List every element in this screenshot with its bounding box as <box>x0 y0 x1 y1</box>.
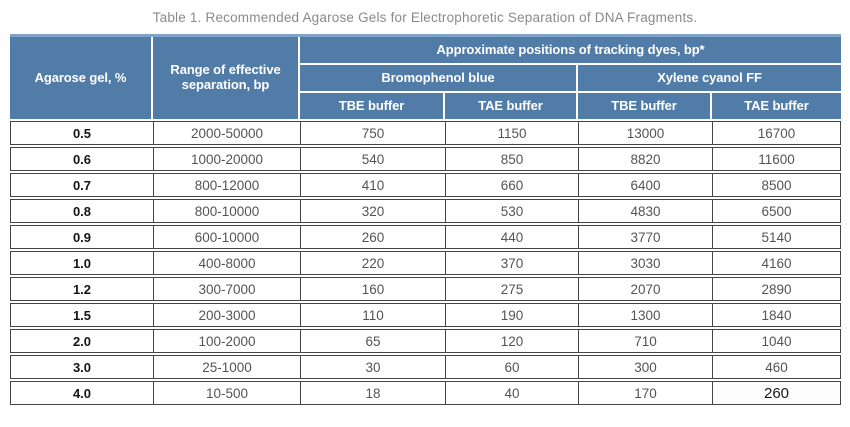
table-caption: Table 1. Recommended Agarose Gels for El… <box>152 10 698 25</box>
cell-value: 260 <box>712 382 840 404</box>
table-row: 4.0 10-500 18 40 170 260 <box>10 381 841 405</box>
cell-value: 4160 <box>712 252 840 274</box>
table-top-accent <box>10 34 841 37</box>
cell-value: 110 <box>300 304 445 326</box>
cell-value: 160 <box>300 278 445 300</box>
cell-value: 120 <box>445 330 578 352</box>
table-row: 0.6 1000-20000 540 850 8820 11600 <box>10 147 841 171</box>
cell-value: 16700 <box>712 122 840 144</box>
cell-value: 5140 <box>712 226 840 248</box>
cell-agarose-gel-percent: 4.0 <box>72 385 92 401</box>
cell-agarose-gel-percent: 3.0 <box>72 359 92 375</box>
header-xylene-tae-buffer: TAE buffer <box>712 93 841 119</box>
table-row: 0.5 2000-50000 750 1150 13000 16700 <box>10 121 841 145</box>
cell-value: 370 <box>445 252 578 274</box>
cell-value: 410 <box>300 174 445 196</box>
cell-value: 3030 <box>578 252 712 274</box>
cell-value: 1040 <box>712 330 840 352</box>
header-tracking-dyes-group: Approximate positions of tracking dyes, … <box>300 37 841 63</box>
cell-value: 850 <box>445 148 578 170</box>
cell-value: 320 <box>300 200 445 222</box>
cell-value: 190 <box>445 304 578 326</box>
cell-value: 100-2000 <box>153 330 300 352</box>
cell-agarose-gel-percent: 0.7 <box>72 177 92 193</box>
cell-value: 40 <box>445 382 578 404</box>
cell-value: 800-12000 <box>153 174 300 196</box>
cell-agarose-gel-percent: 2.0 <box>72 333 92 349</box>
cell-value: 13000 <box>578 122 712 144</box>
cell-value: 750 <box>300 122 445 144</box>
cell-value: 800-10000 <box>153 200 300 222</box>
cell-agarose-gel-percent: 0.5 <box>72 125 92 141</box>
cell-agarose-gel-percent: 0.8 <box>72 203 92 219</box>
table-header: Agarose gel, % Range of effective separa… <box>10 37 841 119</box>
cell-value: 6400 <box>578 174 712 196</box>
table-row: 1.0 400-8000 220 370 3030 4160 <box>10 251 841 275</box>
cell-value: 300-7000 <box>153 278 300 300</box>
cell-value: 220 <box>300 252 445 274</box>
cell-value: 2890 <box>712 278 840 300</box>
cell-value: 170 <box>578 382 712 404</box>
header-range-of-effective-separation: Range of effective separation, bp <box>153 37 298 119</box>
cell-value: 440 <box>445 226 578 248</box>
cell-agarose-gel-percent: 0.6 <box>72 151 92 167</box>
cell-value: 1000-20000 <box>153 148 300 170</box>
cell-value: 18 <box>300 382 445 404</box>
header-agarose-gel-percent: Agarose gel, % <box>10 37 151 119</box>
cell-value: 1840 <box>712 304 840 326</box>
table-row: 0.8 800-10000 320 530 4830 6500 <box>10 199 841 223</box>
cell-value: 65 <box>300 330 445 352</box>
cell-value: 540 <box>300 148 445 170</box>
cell-agarose-gel-percent: 1.2 <box>72 281 92 297</box>
cell-value: 530 <box>445 200 578 222</box>
cell-value: 1150 <box>445 122 578 144</box>
cell-value: 11600 <box>712 148 840 170</box>
header-bromophenol-tbe-buffer: TBE buffer <box>300 93 443 119</box>
cell-value: 1300 <box>578 304 712 326</box>
cell-agarose-gel-percent: 1.0 <box>72 255 92 271</box>
header-bromophenol-blue: Bromophenol blue <box>300 65 576 91</box>
header-bromophenol-tae-buffer: TAE buffer <box>445 93 576 119</box>
cell-value: 6500 <box>712 200 840 222</box>
cell-value: 710 <box>578 330 712 352</box>
cell-value: 3770 <box>578 226 712 248</box>
cell-value: 4830 <box>578 200 712 222</box>
table-row: 0.9 600-10000 260 440 3770 5140 <box>10 225 841 249</box>
cell-agarose-gel-percent: 0.9 <box>72 229 92 245</box>
cell-value: 260 <box>300 226 445 248</box>
header-xylene-cyanol-ff: Xylene cyanol FF <box>578 65 841 91</box>
cell-agarose-gel-percent: 1.5 <box>72 307 92 323</box>
table-body: 0.5 2000-50000 750 1150 13000 16700 0.6 1000-20… <box>10 121 841 405</box>
cell-value: 10-500 <box>153 382 300 404</box>
cell-value: 275 <box>445 278 578 300</box>
table-row: 1.2 300-7000 160 275 2070 2890 <box>10 277 841 301</box>
cell-value: 2000-50000 <box>153 122 300 144</box>
cell-value: 2070 <box>578 278 712 300</box>
cell-value: 460 <box>712 356 840 378</box>
cell-value: 300 <box>578 356 712 378</box>
table-row: 0.7 800-12000 410 660 6400 8500 <box>10 173 841 197</box>
table-row: 2.0 100-2000 65 120 710 1040 <box>10 329 841 353</box>
cell-value: 200-3000 <box>153 304 300 326</box>
cell-value: 25-1000 <box>153 356 300 378</box>
cell-value: 8500 <box>712 174 840 196</box>
table-row: 1.5 200-3000 110 190 1300 1840 <box>10 303 841 327</box>
cell-value: 660 <box>445 174 578 196</box>
table-row: 3.0 25-1000 30 60 300 460 <box>10 355 841 379</box>
cell-value: 600-10000 <box>153 226 300 248</box>
cell-value: 60 <box>445 356 578 378</box>
agarose-gel-table: Agarose gel, % Range of effective separa… <box>10 34 841 405</box>
header-xylene-tbe-buffer: TBE buffer <box>578 93 710 119</box>
cell-value: 30 <box>300 356 445 378</box>
cell-value: 400-8000 <box>153 252 300 274</box>
cell-value: 8820 <box>578 148 712 170</box>
